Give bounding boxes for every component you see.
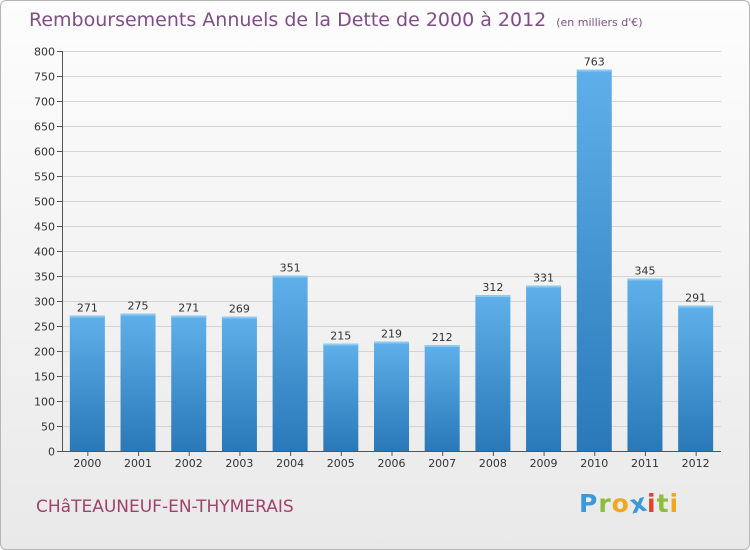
x-tick-label-2011: 2011: [631, 457, 659, 470]
bar-2008: [475, 295, 511, 451]
y-tick-label: 450: [34, 221, 55, 234]
bar-2005: [323, 343, 359, 451]
y-tick-label: 500: [34, 196, 55, 209]
commune-name: CHâTEAUNEUF-EN-THYMERAIS: [36, 497, 294, 517]
x-tick-label-2008: 2008: [479, 457, 507, 470]
value-label-2008: 312: [482, 281, 503, 294]
bar-highlight: [424, 345, 460, 347]
bar-2001: [120, 313, 156, 451]
bar-highlight: [120, 313, 156, 316]
x-tick-label-2012: 2012: [682, 457, 710, 470]
bar-highlight: [171, 315, 207, 318]
x-tick-label-2004: 2004: [276, 457, 304, 470]
bar-2006: [374, 341, 409, 451]
y-tick-label: 250: [34, 321, 55, 334]
y-tick-label: 100: [34, 396, 55, 409]
y-tick-label: 800: [34, 46, 55, 59]
bar-highlight: [475, 295, 511, 297]
bar-2007: [424, 345, 460, 451]
axes: 0 50 100 150 200 250 300 350 400 450 500 550 600 650 7…: [34, 46, 721, 470]
y-tick-label: 200: [34, 346, 55, 359]
bar-highlight: [678, 305, 714, 308]
x-tick-label-2001: 2001: [124, 457, 152, 470]
bar-highlight: [526, 285, 562, 288]
y-tick-label: 600: [34, 146, 55, 159]
bar-2012: [678, 305, 714, 451]
value-label-2000: 271: [77, 302, 98, 315]
bar-2010: [576, 69, 612, 451]
logo-letter: t: [656, 489, 670, 518]
bar-2002: [171, 315, 207, 451]
value-label-2005: 215: [330, 330, 351, 343]
y-tick-label: 550: [34, 171, 55, 184]
bar-2004: [272, 275, 308, 451]
bar-highlight: [69, 315, 105, 318]
x-tick-label-2002: 2002: [175, 457, 203, 470]
bars: 271 275 271 269 351 215 219 212 312 331 763 345 291: [69, 56, 714, 451]
proxiti-logo: Proxiti: [579, 488, 680, 520]
value-label-2003: 269: [229, 303, 250, 316]
logo-letter: P: [579, 489, 599, 518]
chart-unit-label: (en milliers d'€): [556, 16, 643, 29]
x-tick-label-2010: 2010: [580, 457, 608, 470]
value-label-2009: 331: [533, 272, 554, 285]
bar-highlight: [272, 275, 308, 278]
bar-highlight: [576, 69, 612, 72]
x-tick-label-2006: 2006: [378, 457, 406, 470]
y-tick-label: 300: [34, 296, 55, 309]
y-tick-label: 0: [48, 446, 55, 459]
y-tick-label: 750: [34, 71, 55, 84]
chart-title: Remboursements Annuels de la Dette de 20…: [29, 9, 643, 31]
value-label-2006: 219: [381, 328, 402, 341]
y-tick-label: 400: [34, 246, 55, 259]
logo-letter: i: [669, 489, 680, 518]
y-tick-label: 650: [34, 121, 55, 134]
value-label-2010: 763: [584, 56, 605, 69]
y-tick-label: 50: [41, 421, 55, 434]
value-label-2001: 275: [128, 300, 149, 313]
y-tick-label: 150: [34, 371, 55, 384]
bar-highlight: [374, 341, 409, 344]
x-tick-label-2009: 2009: [530, 457, 558, 470]
value-label-2007: 212: [432, 331, 453, 344]
value-label-2004: 351: [280, 262, 301, 275]
x-tick-label-2003: 2003: [225, 457, 253, 470]
logo-letter: i: [647, 489, 657, 518]
bar-2011: [627, 278, 663, 451]
value-label-2002: 271: [178, 302, 199, 315]
x-tick-label-2000: 2000: [73, 457, 101, 470]
bar-highlight: [323, 343, 359, 346]
y-tick-label: 350: [34, 271, 55, 284]
bar-highlight: [627, 278, 663, 281]
x-tick-label-2005: 2005: [327, 457, 355, 470]
bar-2003: [221, 316, 257, 451]
value-label-2012: 291: [685, 292, 706, 305]
y-tick-label: 700: [34, 96, 55, 109]
value-label-2011: 345: [634, 265, 655, 278]
bar-2009: [526, 285, 562, 451]
logo-letter: o: [611, 489, 630, 518]
logo-letter: r: [598, 489, 612, 518]
bar-highlight: [221, 316, 257, 319]
chart-title-text: Remboursements Annuels de la Dette de 20…: [29, 9, 547, 31]
x-tick-label-2007: 2007: [428, 457, 456, 470]
bar-2000: [69, 315, 105, 451]
